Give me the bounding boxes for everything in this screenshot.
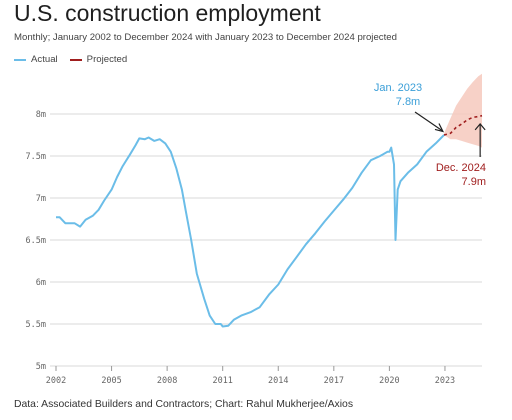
x-tick-labels: 2002 2005 2008 2011 2014 2017 2020 2023 [46, 366, 455, 386]
annotation-jan-2023-value: 7.8m [396, 96, 420, 108]
x-tick-label: 2023 [435, 376, 455, 386]
y-tick-label: 7.5m [26, 152, 46, 162]
legend-swatch-actual [14, 58, 26, 61]
projected-series-line [443, 114, 483, 136]
y-tick-label: 7m [36, 194, 46, 204]
x-tick-label: 2008 [157, 376, 177, 386]
source-footer: Data: Associated Builders and Contractor… [14, 399, 354, 410]
y-tick-labels: 5m 5.5m 6m 6.5m 7m 7.5m 8m [26, 110, 46, 372]
chart-title: U.S. construction employment [14, 0, 321, 26]
y-tick-label: 6m [36, 278, 46, 288]
actual-series-line [56, 134, 445, 328]
legend-label-projected: Projected [86, 54, 128, 65]
chart-subtitle: Monthly; January 2002 to December 2024 w… [14, 32, 397, 43]
x-tick-label: 2020 [379, 376, 399, 386]
legend-swatch-projected [69, 58, 82, 61]
grid-lines [50, 113, 482, 367]
y-tick-label: 8m [36, 110, 46, 120]
annotation-jan-2023-arrowhead [434, 123, 445, 133]
annotation-dec-2024-arrowhead [474, 122, 486, 131]
legend: Actual Projected [14, 54, 127, 65]
annotation-jan-2023-arrow [414, 111, 443, 131]
y-tick-label: 5m [36, 362, 46, 372]
annotation-dec-2024-value: 7.9m [462, 176, 486, 188]
x-tick-label: 2002 [46, 376, 66, 386]
annotations: Jan. 2023 7.8m Dec. 2024 7.9m [374, 82, 486, 188]
legend-label-actual: Actual [31, 54, 58, 65]
x-tick-label: 2011 [212, 376, 232, 386]
x-tick-label: 2005 [101, 376, 121, 386]
x-tick-label: 2014 [268, 376, 288, 386]
y-tick-label: 6.5m [26, 236, 46, 246]
x-tick-label: 2017 [324, 376, 344, 386]
annotation-jan-2023-label: Jan. 2023 [374, 82, 422, 94]
projection-band [444, 73, 482, 148]
annotation-dec-2024-label: Dec. 2024 [436, 162, 486, 174]
y-tick-label: 5.5m [26, 320, 46, 330]
